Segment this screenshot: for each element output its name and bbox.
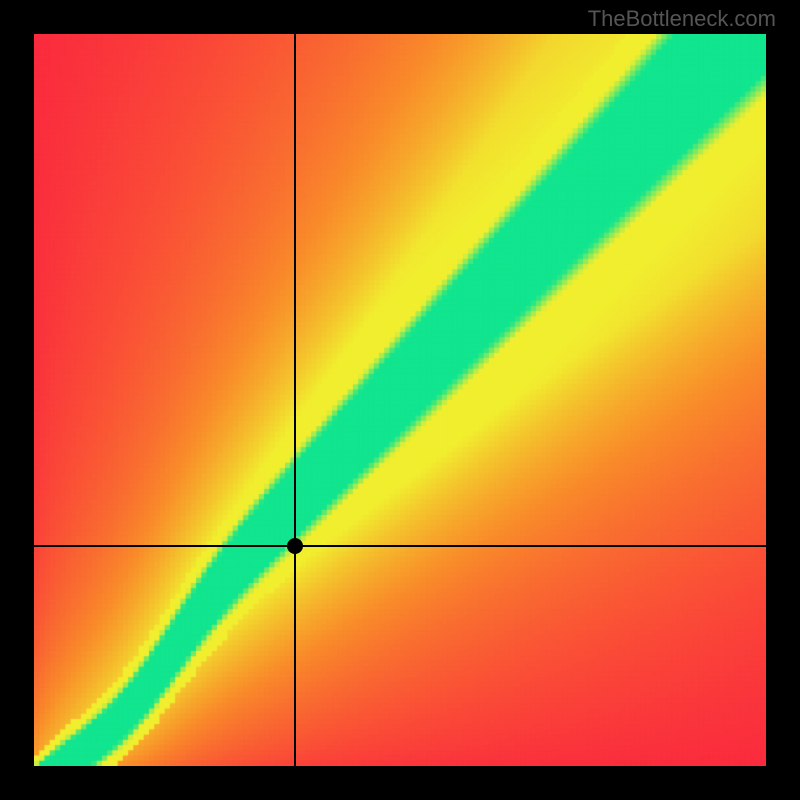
- crosshair-vertical: [294, 34, 296, 766]
- operating-point-marker: [287, 538, 303, 554]
- watermark-text: TheBottleneck.com: [588, 6, 776, 32]
- bottleneck-heatmap: [34, 34, 766, 766]
- chart-container: TheBottleneck.com: [0, 0, 800, 800]
- crosshair-horizontal: [34, 545, 766, 547]
